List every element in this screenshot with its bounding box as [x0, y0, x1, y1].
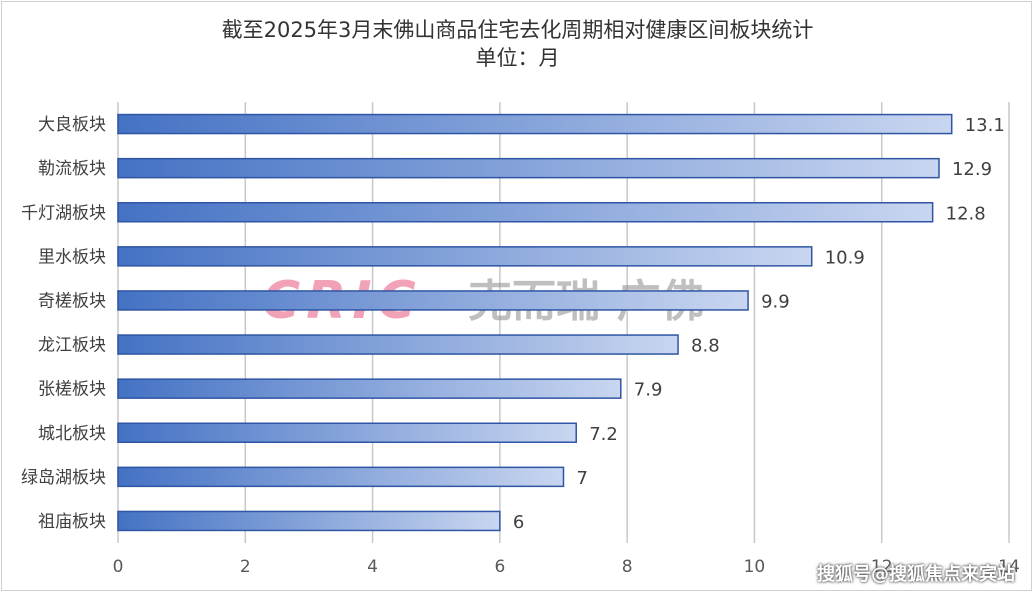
x-tick-label: 12 — [871, 557, 893, 577]
x-tick-label: 8 — [622, 557, 633, 577]
data-label: 12.9 — [952, 159, 992, 180]
category-label: 勒流板块 — [38, 159, 106, 179]
footer-watermark: 搜狐号@搜狐焦点来宾站 — [817, 564, 1015, 585]
category-label: 张槎板块 — [38, 380, 106, 400]
x-tick-label: 14 — [998, 557, 1020, 577]
category-label: 奇槎板块 — [38, 291, 106, 311]
data-label: 7.2 — [589, 424, 618, 445]
category-label: 千灯湖板块 — [21, 203, 106, 223]
bar — [117, 202, 934, 223]
bar — [117, 290, 749, 311]
x-tick-label: 0 — [113, 557, 124, 577]
category-label: 大良板块 — [38, 115, 106, 135]
data-label: 8.8 — [691, 336, 720, 357]
bar — [117, 510, 501, 532]
category-label: 城北板块 — [38, 424, 106, 444]
data-label: 7.9 — [634, 380, 663, 401]
bar — [117, 378, 622, 399]
labels: 0 2 4 6 8 10 12 14 大良板块 13.1 勒流板块 12.9 千灯湖板块 12.8 里水板块… — [21, 115, 1020, 577]
x-tick-label: 10 — [744, 557, 766, 577]
category-label: 龙江板块 — [38, 336, 106, 356]
data-label: 10.9 — [825, 247, 865, 268]
bar — [117, 422, 577, 443]
category-label: 里水板块 — [38, 247, 106, 267]
data-label: 9.9 — [761, 291, 790, 312]
bar — [117, 157, 940, 179]
bars — [117, 113, 953, 532]
category-label: 祖庙板块 — [38, 512, 106, 532]
chart-subtitle: 单位：月 — [475, 46, 560, 70]
data-label: 12.8 — [946, 203, 986, 224]
bar — [117, 246, 813, 267]
bar — [117, 334, 679, 355]
bar — [117, 466, 565, 488]
data-label: 7 — [577, 468, 588, 489]
x-tick-label: 2 — [240, 557, 251, 577]
x-tick-label: 4 — [367, 557, 378, 577]
data-label: 13.1 — [965, 115, 1005, 136]
category-label: 绿岛湖板块 — [21, 468, 106, 488]
data-label: 6 — [513, 512, 524, 533]
bar — [117, 113, 953, 135]
x-tick-label: 6 — [494, 557, 505, 577]
chart-title: 截至2025年3月末佛山商品住宅去化周期相对健康区间板块统计 — [221, 18, 814, 42]
chart-title-block: 截至2025年3月末佛山商品住宅去化周期相对健康区间板块统计 单位：月 — [0, 16, 1035, 72]
